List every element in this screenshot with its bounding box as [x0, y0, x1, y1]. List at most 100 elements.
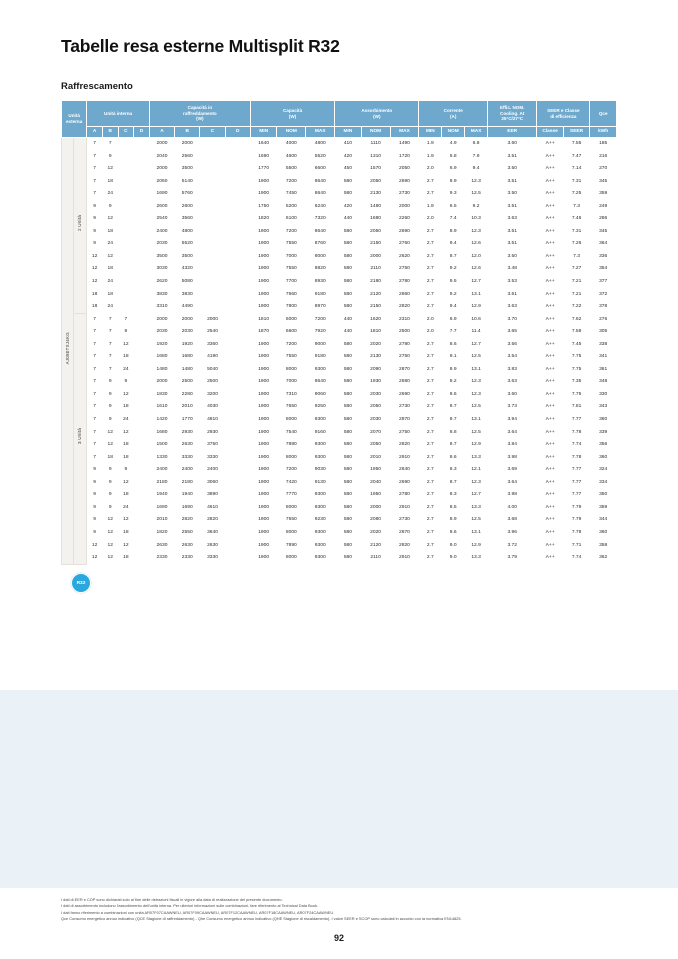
table-cell: 1480 [174, 362, 201, 377]
table-cell: 6.9 [441, 162, 466, 176]
table-cell [117, 237, 135, 251]
table-cell: 8760 [305, 237, 336, 251]
table-cell: 7 [101, 362, 119, 377]
table-cell: 2180 [174, 475, 201, 490]
table-cell: 1820 [148, 525, 176, 540]
table-cell: 1900 [249, 488, 278, 502]
table-cell: 3.64 [487, 425, 538, 440]
table-cell: 3.61 [487, 287, 538, 302]
table-cell: 2010 [148, 513, 176, 527]
table-cell: 24 [101, 275, 119, 289]
table-cell: 12 [101, 212, 119, 226]
table-cell: 9 [101, 463, 119, 477]
table-cell: 12.5 [464, 350, 489, 364]
table-cell: 12.1 [464, 463, 489, 477]
table-cell: 7.21 [562, 287, 591, 302]
table-cell [133, 413, 150, 427]
table-cell: 6600 [305, 162, 336, 176]
table-cell: 18 [117, 450, 135, 465]
table-row: 7 24 1690 5760 1900 7450 8640 580 2130 2730 2.7 9.3… [62, 187, 617, 201]
table-cell: 2630 [174, 438, 201, 452]
table-cell: 2.7 [418, 425, 443, 440]
table-cell: 7 [86, 325, 103, 339]
table-cell: 580 [334, 375, 362, 389]
table-cell: 9 [117, 463, 135, 477]
footnotes: I dati di EER e COP sono dichiarati solo… [61, 897, 617, 922]
table-cell: 7 [101, 325, 119, 339]
table-cell: 4190 [199, 350, 226, 364]
table-row: 18 24 3310 4490 1900 7800 8970 580 2150 2820 2.7 9.… [62, 300, 617, 314]
table-cell: 9300 [305, 450, 336, 465]
table-cell: 8640 [305, 174, 336, 189]
table-cell: 1490 [389, 137, 420, 151]
table-cell: 7.58 [562, 325, 591, 339]
table-cell [117, 224, 135, 239]
table-cell: 2750 [389, 425, 420, 440]
table-cell: 7.78 [562, 525, 591, 540]
table-cell: 2690 [389, 174, 420, 189]
col-subheader: MAX [389, 126, 420, 138]
table-cell [133, 300, 150, 314]
table-cell: 8.3 [441, 488, 466, 502]
table-cell: 270 [589, 162, 617, 176]
table-cell: 2.7 [418, 475, 443, 490]
table-cell: 580 [334, 287, 362, 302]
table-cell [117, 162, 135, 176]
table-cell [199, 224, 226, 239]
table-cell: 2630 [174, 538, 201, 553]
table-cell: A++ [536, 375, 564, 389]
table-cell: 3560 [174, 212, 201, 226]
table-cell: 3360 [199, 337, 226, 352]
table-cell [224, 300, 251, 314]
table-cell: 7 [86, 137, 103, 151]
col-subheader: EER [487, 126, 538, 138]
table-cell [133, 162, 150, 176]
table-cell: 1940 [148, 488, 176, 502]
table-cell: 341 [589, 350, 617, 364]
table-cell [133, 500, 150, 515]
table-cell: 3890 [199, 488, 226, 502]
table-cell: 12.5 [464, 513, 489, 527]
table-cell: 2780 [389, 337, 420, 352]
table-cell: 9 [86, 500, 103, 515]
table-cell: 7.62 [562, 312, 591, 327]
table-cell: 2930 [199, 425, 226, 440]
table-cell: 7650 [276, 513, 307, 527]
table-cell [224, 400, 251, 415]
table-cell [133, 475, 150, 490]
table-cell: 2.7 [418, 287, 443, 302]
table-cell: 7 [101, 350, 119, 364]
table-cell: 2910 [389, 500, 420, 515]
table-cell [133, 525, 150, 540]
page-title: Tabelle resa esterne Multisplit R32 [61, 36, 340, 56]
table-cell: 8970 [305, 300, 336, 314]
table-cell: 3.51 [487, 174, 538, 189]
table-cell: 1900 [249, 525, 278, 540]
table-cell: 9300 [305, 362, 336, 377]
table-cell: A++ [536, 300, 564, 314]
table-cell: 7.26 [562, 237, 591, 251]
table-cell: 8.8 [441, 425, 466, 440]
table-cell: 276 [589, 312, 617, 327]
table-cell: 12.9 [464, 438, 489, 452]
table-cell: 2820 [389, 300, 420, 314]
table-cell: 1680 [148, 425, 176, 440]
table-cell: 2330 [148, 551, 176, 565]
table-cell: 2000 [360, 249, 391, 264]
table-cell: 18 [101, 287, 119, 302]
table-cell: 3.53 [487, 275, 538, 289]
table-cell: 5500 [276, 162, 307, 176]
table-cell: 12.3 [464, 387, 489, 402]
table-cell: 1900 [249, 450, 278, 465]
table-cell: A++ [536, 538, 564, 553]
table-cell: 1640 [249, 137, 278, 151]
table-cell: 12 [117, 425, 135, 440]
table-cell: 5040 [199, 362, 226, 377]
table-cell: 7000 [276, 249, 307, 264]
table-cell: 8.6 [441, 337, 466, 352]
table-cell: 1.9 [418, 199, 443, 214]
table-row: 9 9 9 2400 2400 2400 1900 7200 9030 580 1950 2640 2.… [62, 463, 617, 477]
table-cell: A++ [536, 162, 564, 176]
table-cell: 580 [334, 362, 362, 377]
table-cell: 7 [86, 375, 103, 389]
